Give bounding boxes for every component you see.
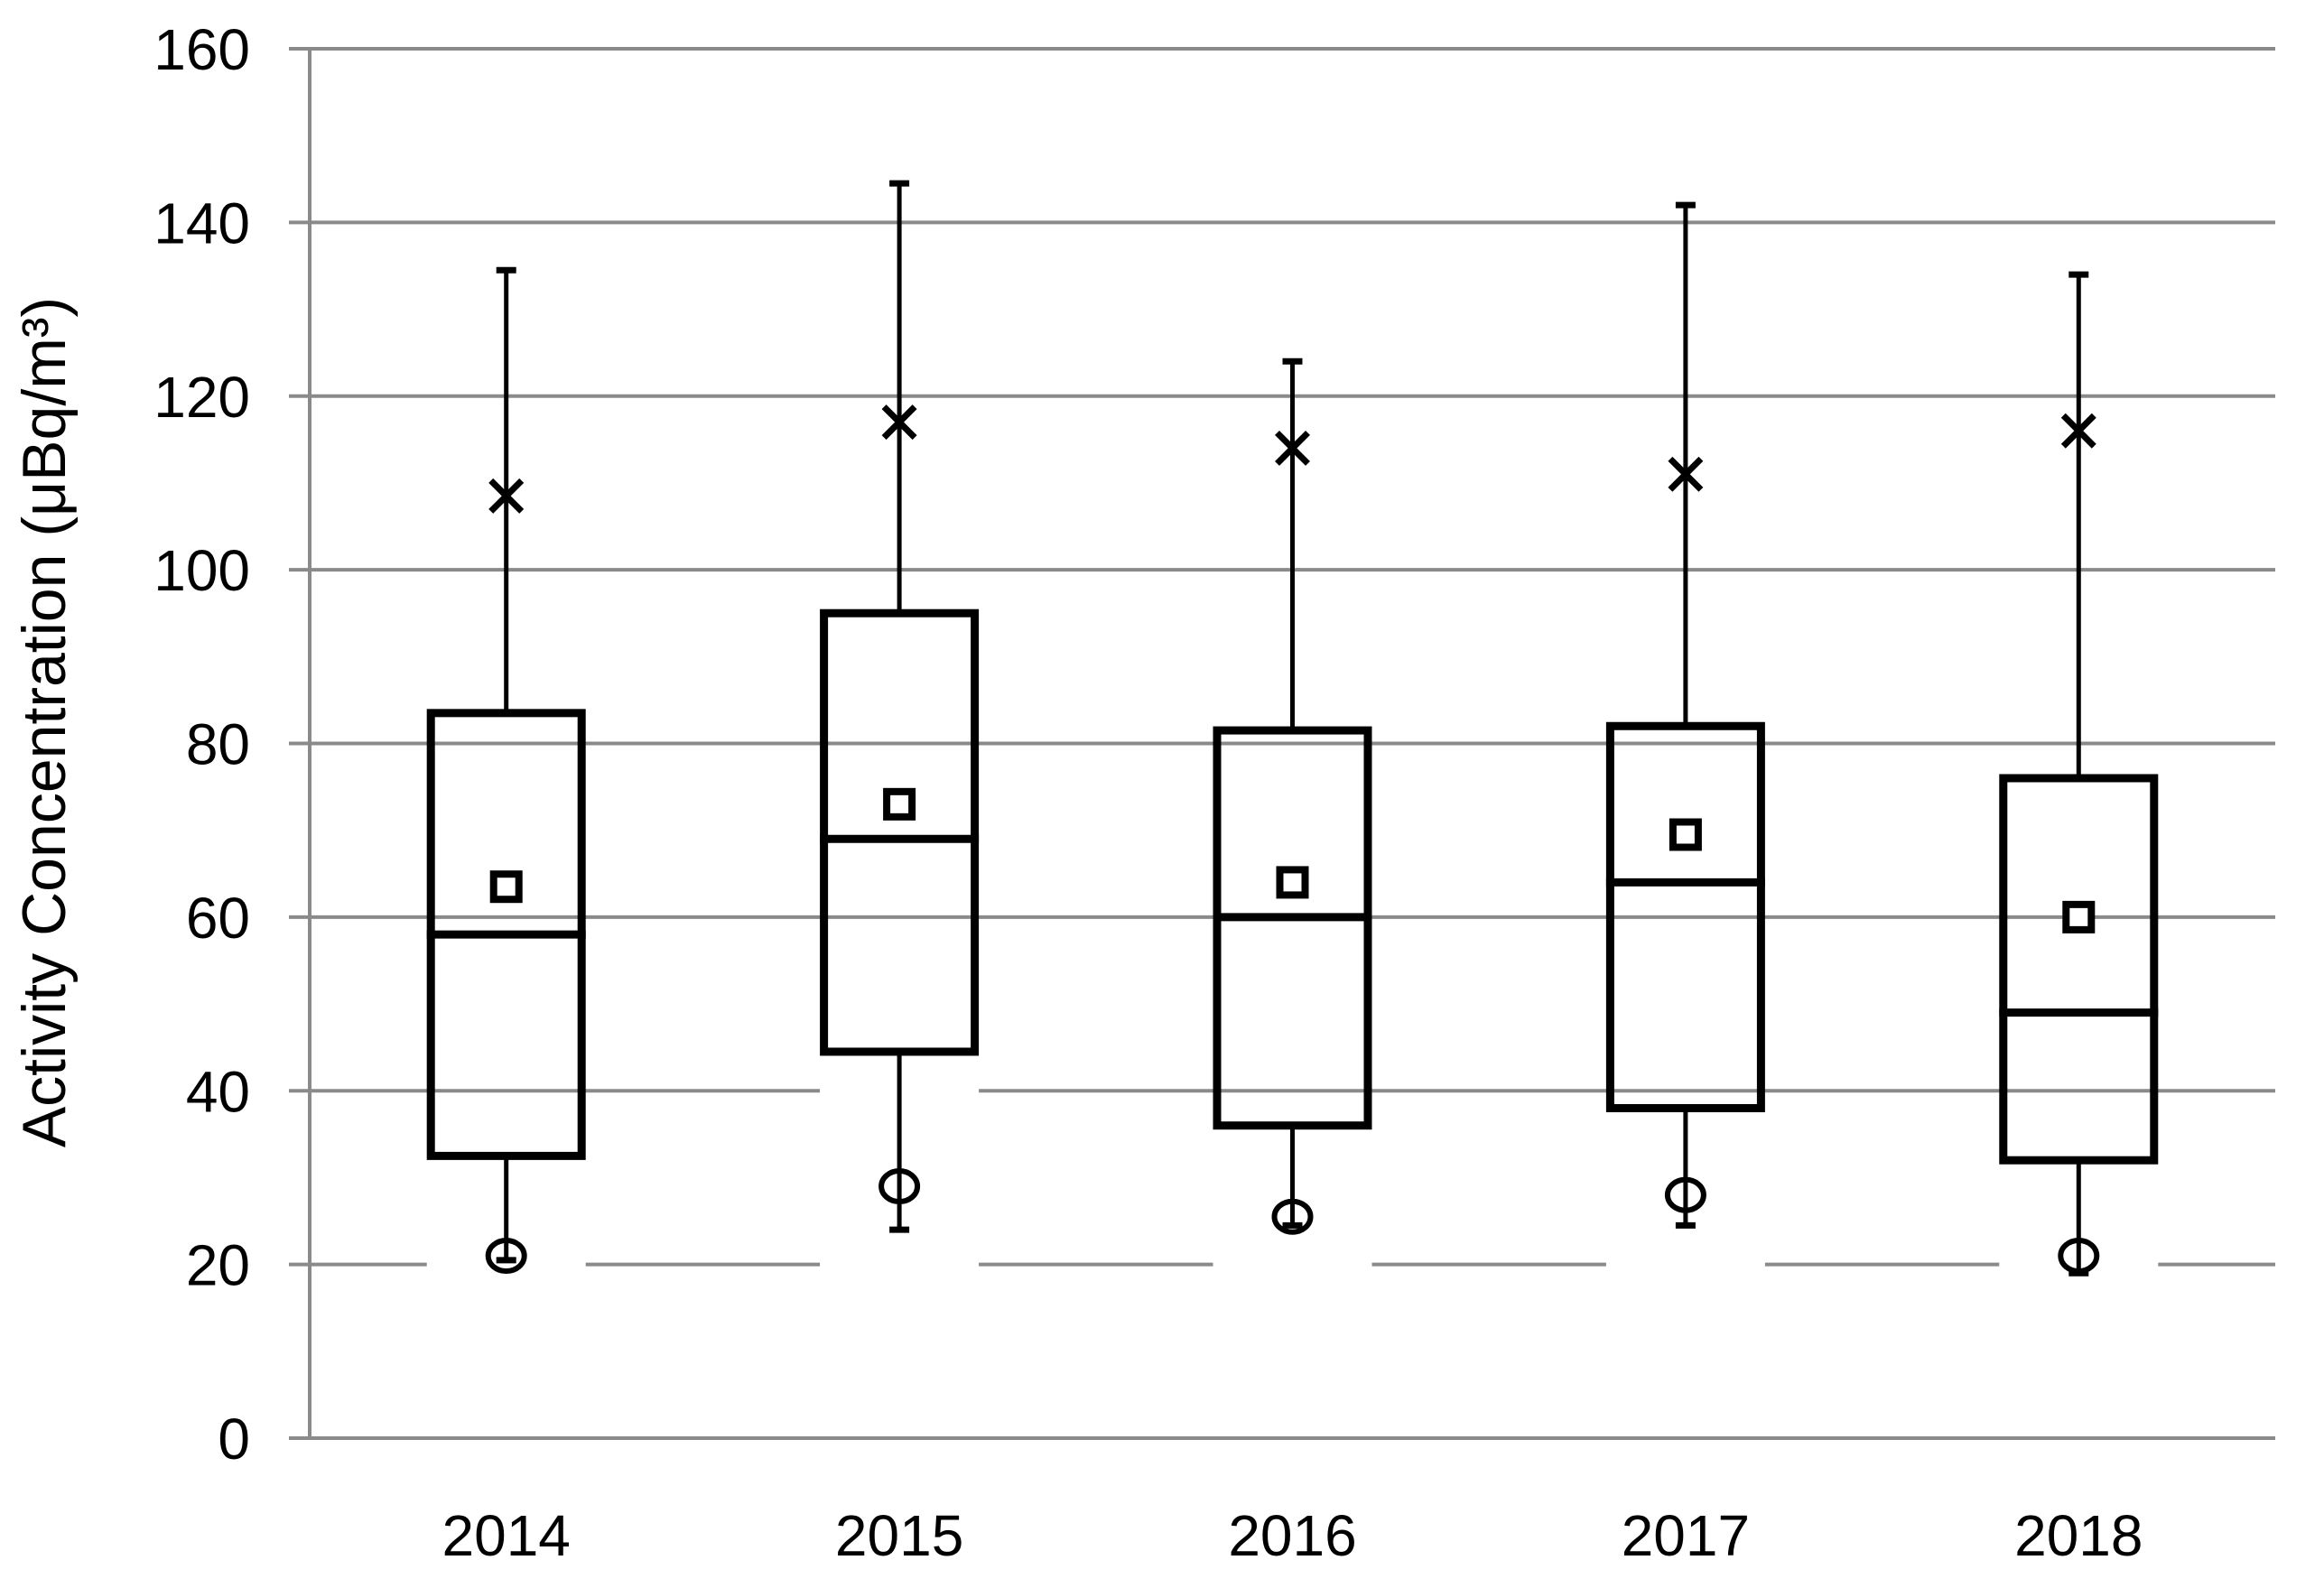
x-axis-label-2018: 2018 [2014,1503,2143,1568]
y-tick-label-80: 80 [186,712,250,777]
box-2018 [1999,774,2159,1165]
x-marker-2014 [488,478,525,514]
mean-marker-2018 [2062,900,2096,933]
mean-marker-2016 [1276,866,1309,899]
mean-marker-2014 [489,870,523,904]
box-2016 [1213,726,1372,1130]
box-2017 [1605,721,1765,1112]
mean-marker-2017 [1669,818,1702,851]
mean-marker-2015 [883,787,916,821]
y-tick-label-120: 120 [153,365,250,430]
y-tick-label-140: 140 [153,190,250,255]
x-marker-2017 [1668,456,1704,492]
y-tick-label-160: 160 [153,17,250,82]
x-marker-2015 [881,404,917,441]
x-axis-label-2014: 2014 [442,1503,571,1568]
x-marker-2018 [2060,413,2096,449]
y-axis-title: Activity Concentration (μBq/m³) [10,297,79,1147]
x-axis-label-2016: 2016 [1228,1503,1356,1568]
box-2015 [820,608,980,1056]
y-tick-label-20: 20 [186,1233,250,1298]
x-marker-2016 [1275,430,1310,466]
x-axis-label-2017: 2017 [1622,1503,1750,1568]
y-tick-label-0: 0 [218,1407,250,1472]
y-tick-label-100: 100 [153,538,250,603]
y-tick-label-40: 40 [186,1059,250,1124]
y-tick-label-60: 60 [186,886,250,951]
x-axis-label-2015: 2015 [835,1503,963,1568]
